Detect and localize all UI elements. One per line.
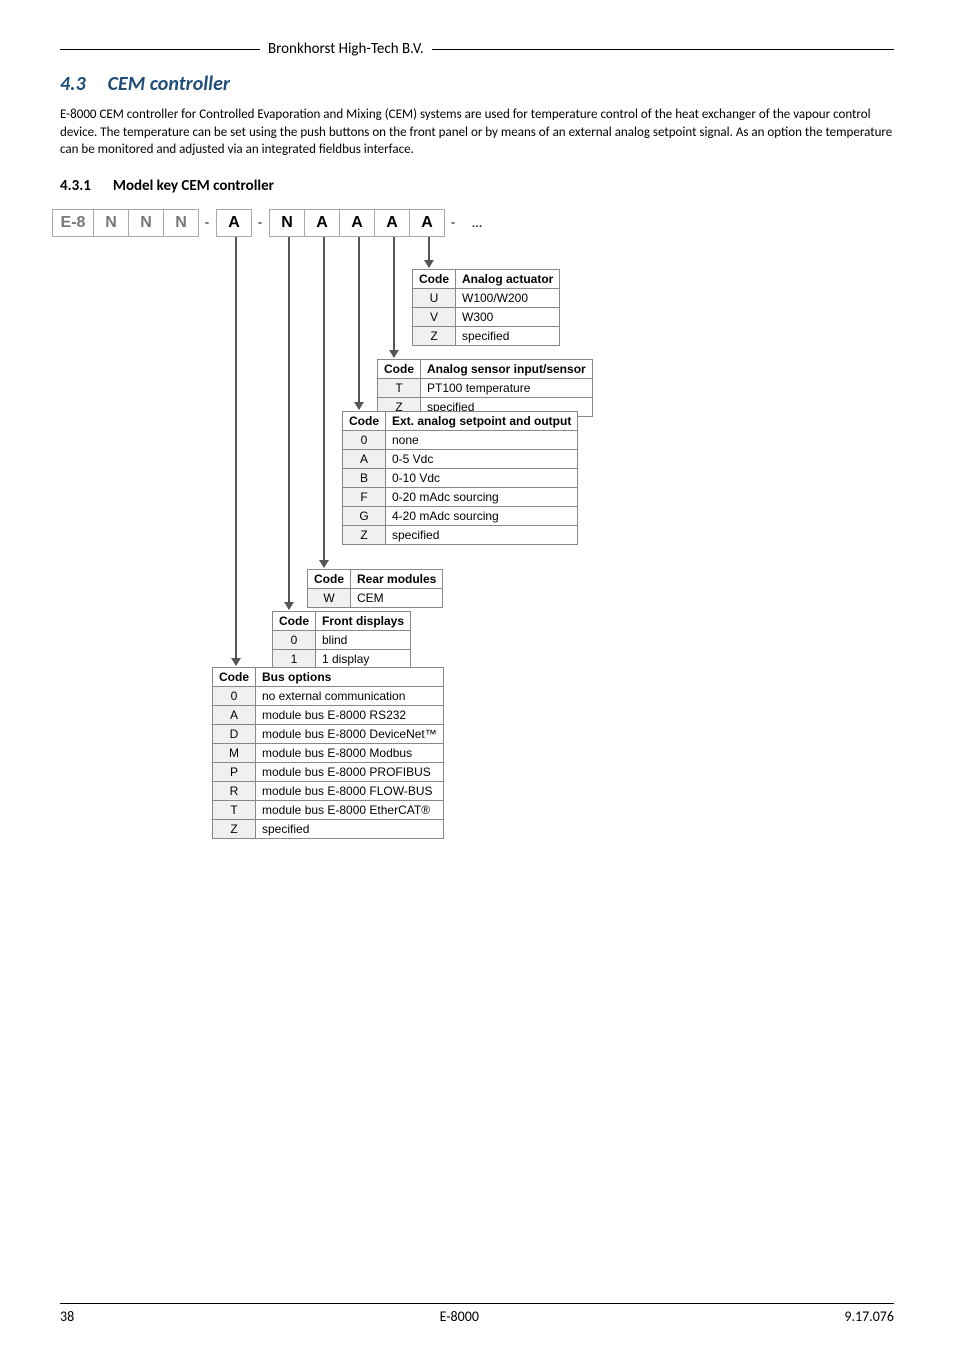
letter-box: A <box>409 209 445 237</box>
cell-desc: W300 <box>456 307 560 326</box>
section-body: E-8000 CEM controller for Controlled Eva… <box>60 106 894 159</box>
letter-box: N <box>269 209 305 237</box>
page-footer: 38 E-8000 9.17.076 <box>60 1303 894 1325</box>
letter-box: E-8 <box>52 209 94 237</box>
cell-code: V <box>413 307 456 326</box>
cell-desc: specified <box>386 525 578 544</box>
col-code: Code <box>378 359 421 378</box>
top-header: Bronkhorst High-Tech B.V. <box>60 40 894 58</box>
letter-box: A <box>374 209 410 237</box>
letter-box: N <box>93 209 129 237</box>
cell-code: 1 <box>273 649 316 668</box>
cell-code: 0 <box>273 630 316 649</box>
col-code: Code <box>413 269 456 288</box>
cell-code: Z <box>413 326 456 345</box>
table-analog-sensor: CodeAnalog sensor input/sensor TPT100 te… <box>377 359 593 417</box>
table-ext-analog: CodeExt. analog setpoint and output 0non… <box>342 411 578 545</box>
col-code: Code <box>343 411 386 430</box>
cell-desc: CEM <box>351 588 443 607</box>
table-analog-actuator: CodeAnalog actuator UW100/W200 VW300 Zsp… <box>412 269 560 346</box>
cell-code: A <box>343 449 386 468</box>
arrow-analog-actuator <box>428 237 430 267</box>
cell-desc: none <box>386 430 578 449</box>
section-heading: 4.3 CEM controller <box>60 72 894 96</box>
cell-desc: 4-20 mAdc sourcing <box>386 506 578 525</box>
col-title: Front displays <box>316 611 411 630</box>
table-rear-modules: CodeRear modules WCEM <box>307 569 443 608</box>
cell-desc: W100/W200 <box>456 288 560 307</box>
cell-desc: PT100 temperature <box>421 378 593 397</box>
cell-code: D <box>213 724 256 743</box>
cell-code: P <box>213 762 256 781</box>
cell-desc: 1 display <box>316 649 411 668</box>
table-front-displays: CodeFront displays 0blind 11 display <box>272 611 411 669</box>
subsection-title: Model key CEM controller <box>113 177 274 195</box>
cell-desc: 0-5 Vdc <box>386 449 578 468</box>
col-title: Rear modules <box>351 569 443 588</box>
letter-ellipsis: ... <box>462 214 492 231</box>
col-code: Code <box>308 569 351 588</box>
arrow-front-displays <box>288 237 290 609</box>
cell-code: A <box>213 705 256 724</box>
cell-code: R <box>213 781 256 800</box>
footer-page: 38 <box>60 1308 74 1325</box>
letter-box: A <box>339 209 375 237</box>
col-title: Bus options <box>256 667 444 686</box>
cell-desc: 0-20 mAdc sourcing <box>386 487 578 506</box>
cell-code: T <box>378 378 421 397</box>
letter-box: A <box>216 209 252 237</box>
cell-desc: module bus E-8000 PROFIBUS <box>256 762 444 781</box>
header-rule-right <box>432 49 894 50</box>
footer-rev: 9.17.076 <box>844 1308 894 1325</box>
cell-code: W <box>308 588 351 607</box>
cell-code: M <box>213 743 256 762</box>
cell-desc: specified <box>256 819 444 838</box>
cell-desc: blind <box>316 630 411 649</box>
section-number: 4.3 <box>60 72 86 96</box>
cell-code: G <box>343 506 386 525</box>
cell-code: B <box>343 468 386 487</box>
letter-box: N <box>163 209 199 237</box>
col-title: Analog actuator <box>456 269 560 288</box>
cell-code: Z <box>213 819 256 838</box>
arrow-analog-sensor <box>393 237 395 357</box>
cell-desc: module bus E-8000 Modbus <box>256 743 444 762</box>
cell-code: 0 <box>343 430 386 449</box>
cell-code: Z <box>343 525 386 544</box>
arrow-ext-analog <box>358 237 360 409</box>
cell-code: U <box>413 288 456 307</box>
arrow-bus-options <box>235 237 237 665</box>
arrow-rear-modules <box>323 237 325 567</box>
footer-doc: E-8000 <box>440 1308 479 1325</box>
cell-code: T <box>213 800 256 819</box>
company-name: Bronkhorst High-Tech B.V. <box>260 40 432 58</box>
model-key-diagram: E-8 N N N - A - N A A A A - ... CodeAnal… <box>52 209 752 839</box>
page: Bronkhorst High-Tech B.V. 4.3 CEM control… <box>0 0 954 1351</box>
section-title: CEM controller <box>108 72 230 96</box>
subsection-heading: 4.3.1 Model key CEM controller <box>60 177 894 195</box>
letter-sep: - <box>198 214 216 231</box>
cell-desc: 0-10 Vdc <box>386 468 578 487</box>
letter-sep: - <box>251 214 269 231</box>
cell-code: 0 <box>213 686 256 705</box>
cell-desc: module bus E-8000 RS232 <box>256 705 444 724</box>
col-code: Code <box>273 611 316 630</box>
subsection-number: 4.3.1 <box>60 177 91 195</box>
header-rule-left <box>60 49 260 50</box>
cell-desc: module bus E-8000 EtherCAT® <box>256 800 444 819</box>
col-title: Analog sensor input/sensor <box>421 359 593 378</box>
table-bus-options: CodeBus options 0no external communicati… <box>212 667 444 839</box>
letter-row: E-8 N N N - A - N A A A A - ... <box>52 209 492 237</box>
cell-desc: no external communication <box>256 686 444 705</box>
cell-desc: specified <box>456 326 560 345</box>
cell-desc: module bus E-8000 DeviceNet™ <box>256 724 444 743</box>
col-code: Code <box>213 667 256 686</box>
letter-box: A <box>304 209 340 237</box>
cell-code: F <box>343 487 386 506</box>
col-title: Ext. analog setpoint and output <box>386 411 578 430</box>
letter-sep: - <box>444 214 462 231</box>
letter-box: N <box>128 209 164 237</box>
cell-desc: module bus E-8000 FLOW-BUS <box>256 781 444 800</box>
